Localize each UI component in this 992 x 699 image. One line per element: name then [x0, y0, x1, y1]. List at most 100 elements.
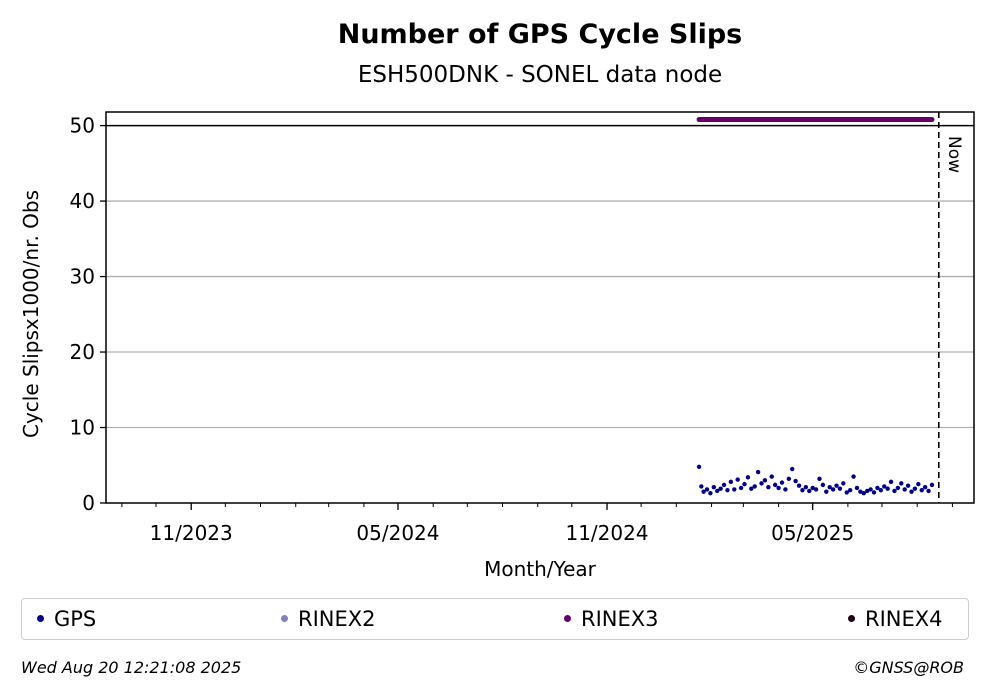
- gps-point: [776, 485, 781, 491]
- now-marker-label: Now: [944, 136, 964, 173]
- gps-point: [841, 481, 846, 486]
- legend-item-rinex3: RINEX3: [564, 599, 659, 639]
- gps-point: [919, 487, 924, 493]
- gps-point: [875, 485, 880, 491]
- gps-point: [793, 478, 798, 484]
- gps-point: [762, 478, 768, 483]
- gps-point: [882, 484, 887, 489]
- gps-point: [824, 489, 829, 494]
- gps-point: [708, 490, 713, 496]
- gps-point: [858, 489, 863, 494]
- gps-point: [721, 482, 727, 488]
- gps-point: [803, 484, 809, 490]
- x-tick-label: 05/2025: [771, 521, 854, 545]
- gps-point: [742, 481, 747, 487]
- gps-point: [847, 487, 853, 493]
- gps-point: [820, 482, 826, 488]
- gps-point: [854, 485, 860, 491]
- gps-point: [844, 490, 849, 495]
- y-axis-label: Cycle Slipsx1000/nr. Obs: [19, 190, 43, 438]
- gps-point: [779, 480, 785, 485]
- legend-label-gps: GPS: [54, 607, 97, 631]
- x-tick-label: 05/2024: [356, 521, 439, 545]
- y-tick-label: 50: [70, 114, 95, 138]
- gps-point: [817, 476, 822, 482]
- gps-point: [728, 479, 734, 485]
- gps-point: [830, 487, 836, 492]
- y-tick-label: 40: [70, 189, 95, 213]
- gps-point: [916, 481, 921, 487]
- chart-title: Number of GPS Cycle Slips: [338, 19, 743, 50]
- legend-marker-rinex2: [281, 614, 288, 622]
- gps-point: [895, 485, 901, 491]
- x-axis-label: Month/Year: [484, 557, 597, 581]
- gps-point: [701, 489, 706, 494]
- gps-point: [790, 466, 795, 472]
- legend-item-rinex2: RINEX2: [281, 599, 376, 639]
- footer-timestamp: Wed Aug 20 12:21:08 2025: [21, 658, 242, 677]
- gps-point: [735, 477, 740, 482]
- legend-marker-rinex3: [564, 614, 571, 622]
- gps-point: [725, 487, 730, 493]
- gps-point: [834, 483, 839, 488]
- gps-point: [749, 486, 754, 491]
- gps-point: [861, 490, 866, 496]
- gps-point: [752, 484, 757, 489]
- gps-point: [905, 483, 911, 488]
- gps-point: [738, 485, 744, 491]
- legend-marker-gps: [37, 614, 44, 622]
- footer-credit: ©GNSS@ROB: [853, 658, 964, 677]
- gps-point: [892, 488, 897, 494]
- y-tick-label: 0: [82, 491, 95, 515]
- gps-point: [813, 487, 819, 492]
- gps-point: [871, 490, 877, 495]
- gps-point: [783, 487, 788, 492]
- gps-point: [851, 474, 856, 479]
- legend-item-rinex4: RINEX4: [848, 599, 943, 639]
- gps-point: [800, 487, 805, 493]
- gps-point: [888, 479, 894, 485]
- x-tick-label: 11/2023: [150, 521, 233, 545]
- legend: GPS RINEX2 RINEX3 RINEX4: [21, 598, 969, 640]
- legend-marker-rinex4: [848, 614, 855, 622]
- y-tick-label: 10: [70, 416, 95, 440]
- plot-series: [696, 117, 935, 496]
- gps-point: [732, 487, 737, 492]
- gps-point: [711, 484, 717, 490]
- legend-item-gps: GPS: [37, 599, 96, 639]
- gps-point: [827, 484, 832, 490]
- gps-point: [772, 482, 778, 488]
- gps-point: [929, 482, 935, 488]
- gps-point: [696, 464, 702, 469]
- legend-label-rinex2: RINEX2: [298, 607, 376, 631]
- gps-point: [922, 484, 928, 490]
- y-tick-label: 30: [70, 265, 95, 289]
- gps-point: [769, 474, 774, 479]
- gps-point: [755, 469, 761, 475]
- gps-point: [909, 489, 914, 494]
- gps-point: [786, 476, 792, 482]
- plot-frame: [105, 111, 975, 504]
- plot-overlays: Now: [106, 112, 974, 503]
- gps-point: [885, 486, 890, 491]
- gps-point: [715, 488, 720, 494]
- legend-label-rinex4: RINEX4: [865, 607, 943, 631]
- gps-point: [718, 486, 723, 491]
- gps-point: [699, 484, 704, 489]
- gps-point: [899, 481, 904, 486]
- gridlines: [106, 200, 974, 429]
- gps-point: [902, 487, 907, 492]
- gps-point: [912, 486, 918, 491]
- gps-point: [807, 488, 812, 494]
- gps-point: [865, 488, 870, 494]
- gps-point: [704, 487, 710, 492]
- legend-label-rinex3: RINEX3: [581, 607, 659, 631]
- gps-point: [796, 483, 802, 488]
- gps-point: [810, 485, 815, 491]
- axes: 0 10 20 30 40 50 11/2023 05/2024 11/2024 05/2025: [70, 114, 953, 545]
- gps-point: [878, 487, 884, 493]
- gps-point: [745, 475, 751, 480]
- x-tick-label: 11/2024: [565, 521, 648, 545]
- gps-point: [766, 484, 771, 490]
